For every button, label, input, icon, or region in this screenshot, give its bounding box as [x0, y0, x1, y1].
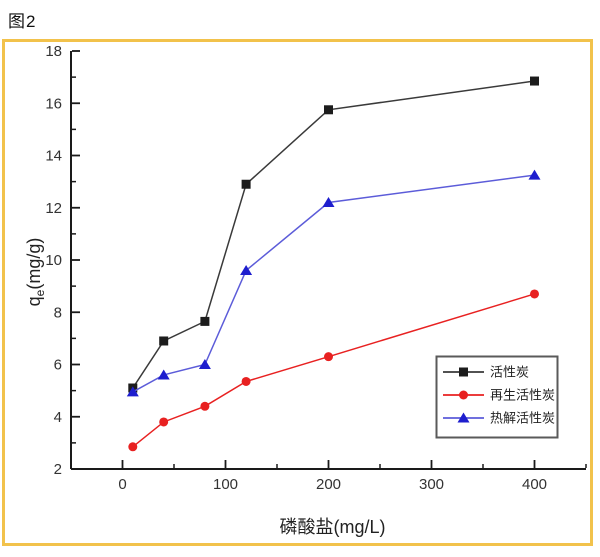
y-tick-label: 18	[45, 43, 62, 60]
series-line	[132, 293, 535, 448]
y-tick-label: 4	[54, 409, 62, 426]
square-marker	[530, 76, 539, 86]
axis-titles: 磷酸盐(mg/L) qe(mg/g)	[24, 238, 386, 537]
x-tick-label: 100	[213, 476, 238, 493]
square-marker	[200, 316, 210, 326]
legend-label: 热解活性炭	[490, 411, 555, 426]
series-regenerated-activated-carbon	[128, 289, 539, 452]
circle-marker	[324, 352, 333, 362]
triangle-marker	[126, 386, 139, 397]
legend-item-activated-carbon: 活性炭	[443, 365, 529, 380]
y-tick-label: 8	[54, 304, 62, 321]
legend-box	[435, 355, 559, 439]
x-tick-label: 0	[118, 476, 126, 493]
y-tick-label: 12	[45, 200, 62, 217]
axis-ticks: 0 100 200 300 400 2 4 6 8 10 12 14 16 18	[45, 43, 587, 493]
series-line	[132, 174, 535, 393]
legend-item-regenerated-activated-carbon: 再生活性炭	[443, 388, 555, 403]
triangle-marker	[322, 197, 335, 208]
y-tick-label: 2	[54, 461, 62, 478]
x-axis-title: 磷酸盐(mg/L)	[279, 517, 385, 537]
figure-label: 图2	[8, 12, 37, 31]
circle-marker	[200, 401, 210, 411]
y-axis-title: qe(mg/g)	[24, 238, 47, 307]
triangle-marker	[198, 359, 211, 369]
square-marker	[241, 179, 251, 189]
y-tick-label: 16	[45, 95, 62, 112]
circle-marker	[241, 376, 251, 386]
x-tick-label: 400	[522, 476, 547, 493]
axes	[70, 51, 586, 470]
legend-label: 再生活性炭	[490, 388, 555, 403]
legend-label: 活性炭	[490, 365, 529, 380]
square-marker	[459, 367, 468, 377]
triangle-marker	[457, 412, 470, 423]
legend-item-pyrolysis-activated-carbon: 热解活性炭	[443, 411, 555, 426]
triangle-marker	[157, 369, 170, 380]
y-tick-label: 10	[45, 252, 62, 269]
circle-marker	[159, 417, 169, 427]
series-pyrolysis-activated-carbon	[126, 169, 541, 397]
series-line	[132, 80, 535, 389]
circle-marker	[530, 289, 539, 299]
circle-marker	[128, 442, 138, 452]
y-tick-label: 6	[54, 357, 62, 374]
x-tick-label: 200	[316, 476, 341, 493]
chart-frame	[2, 39, 593, 546]
y-tick-label: 14	[45, 148, 62, 165]
circle-marker	[459, 390, 468, 400]
square-marker	[324, 105, 333, 115]
x-tick-label: 300	[419, 476, 444, 493]
square-marker	[159, 336, 169, 346]
triangle-marker	[240, 264, 253, 275]
triangle-marker	[528, 169, 541, 180]
series-activated-carbon	[128, 76, 539, 393]
